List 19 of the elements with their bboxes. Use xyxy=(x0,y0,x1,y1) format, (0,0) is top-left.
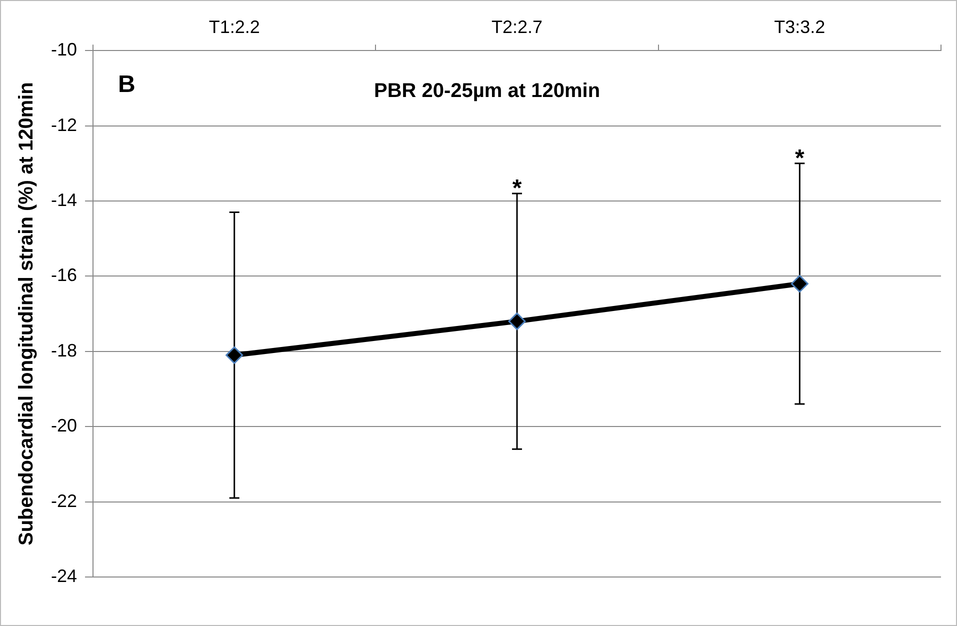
x-tick-label: T3:3.2 xyxy=(774,16,826,37)
point xyxy=(226,346,244,364)
text: PBR 20-25µm at 120min xyxy=(374,80,600,102)
y-tick-label: -10 xyxy=(51,40,78,60)
annotation: * xyxy=(794,145,805,172)
y-tick-label: -14 xyxy=(51,190,78,210)
y-tick-label: -24 xyxy=(51,566,78,586)
x-tick-label: T2:2.7 xyxy=(491,16,543,37)
y-axis-title: Subendocardial longitudinal strain (%) at 120min xyxy=(16,82,38,546)
y-tick-label: -16 xyxy=(51,265,78,286)
point xyxy=(508,312,526,330)
y-tick-label: -18 xyxy=(51,340,78,360)
y-tick-label: -12 xyxy=(51,114,78,135)
y-tick-label: -20 xyxy=(51,416,78,436)
annotation: * xyxy=(512,175,522,202)
point xyxy=(790,274,808,292)
annotation: B xyxy=(118,71,136,98)
x-tick-label: T1:2.2 xyxy=(208,16,260,37)
y-tick-label: -22 xyxy=(51,490,78,511)
